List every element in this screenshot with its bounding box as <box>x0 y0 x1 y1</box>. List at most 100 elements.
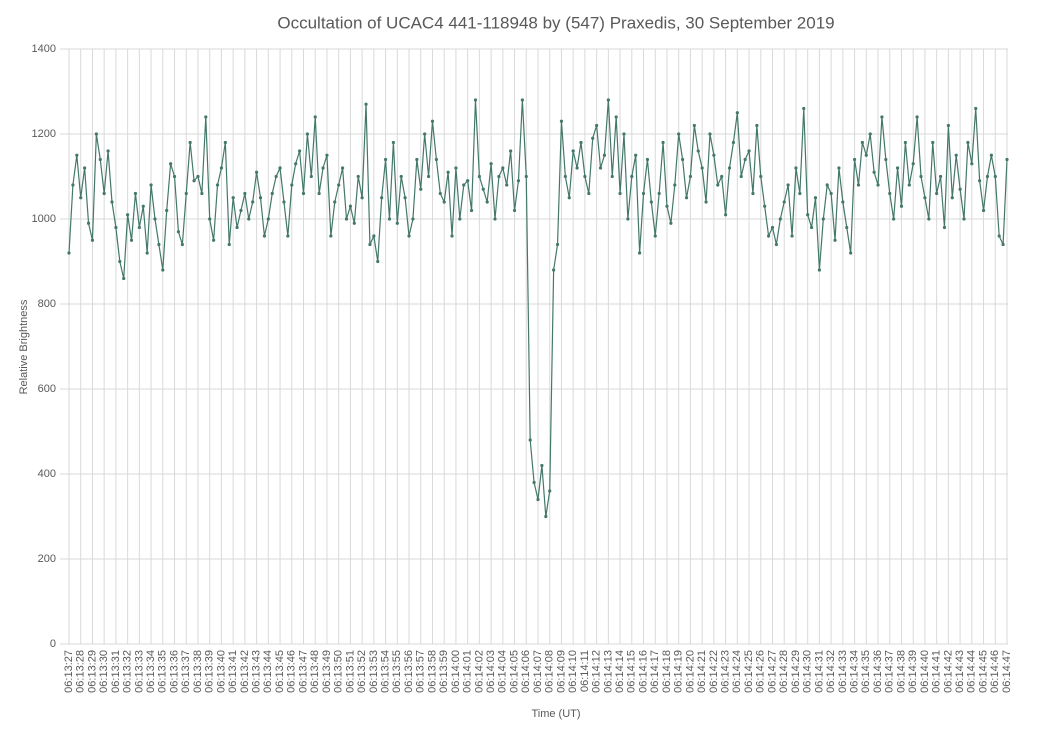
data-point <box>739 174 743 179</box>
x-tick-label: 06:13:42 <box>239 650 251 693</box>
data-point <box>653 234 657 238</box>
data-point <box>262 234 267 238</box>
data-point <box>821 217 825 221</box>
data-point <box>622 132 626 136</box>
data-point <box>731 140 736 145</box>
x-tick-label: 06:13:51 <box>344 650 356 693</box>
data-point <box>571 149 575 153</box>
data-point <box>325 153 329 157</box>
x-tick-label: 06:13:34 <box>145 650 157 693</box>
data-point <box>829 191 833 196</box>
data-point <box>602 153 607 157</box>
x-tick-label: 06:13:37 <box>180 650 192 693</box>
data-point <box>544 514 548 519</box>
data-point <box>681 157 685 162</box>
data-point <box>153 217 157 221</box>
data-point <box>122 276 126 281</box>
x-tick-label: 06:14:39 <box>907 650 919 693</box>
x-tick-label: 06:13:59 <box>438 650 450 693</box>
y-tick-label: 200 <box>38 553 56 565</box>
data-point <box>669 221 673 225</box>
data-point <box>970 162 974 166</box>
x-tick-label: 06:14:12 <box>591 650 603 693</box>
data-point <box>290 183 294 187</box>
data-point <box>305 132 310 136</box>
data-point <box>919 174 923 179</box>
data-point <box>485 200 489 204</box>
data-point <box>458 217 462 221</box>
data-point <box>466 179 470 183</box>
data-point <box>473 98 478 102</box>
x-tick-label: 06:14:37 <box>884 650 896 693</box>
data-point <box>935 191 939 196</box>
data-point <box>962 217 966 221</box>
data-point <box>763 204 767 208</box>
data-point <box>743 157 747 162</box>
data-point <box>833 238 837 242</box>
x-tick-label: 06:14:20 <box>684 650 696 693</box>
data-point <box>524 174 528 179</box>
data-point <box>477 174 481 179</box>
data-point <box>215 183 220 187</box>
data-point <box>411 217 415 221</box>
x-tick-label: 06:14:42 <box>942 650 954 693</box>
data-point <box>462 183 466 187</box>
data-point <box>243 191 247 196</box>
data-point <box>383 157 388 162</box>
y-tick-label: 800 <box>38 298 56 310</box>
data-point <box>837 166 841 170</box>
data-point <box>356 174 360 179</box>
data-point <box>735 111 739 115</box>
data-point <box>696 149 700 153</box>
data-point <box>102 191 106 196</box>
x-tick-label: 06:13:49 <box>321 650 333 693</box>
data-point <box>176 230 181 234</box>
data-point <box>931 140 935 145</box>
data-point <box>364 102 368 106</box>
data-point <box>626 217 630 221</box>
data-point <box>282 200 286 204</box>
data-point <box>505 183 509 187</box>
data-point <box>899 204 904 208</box>
data-point <box>399 174 403 179</box>
data-point <box>94 132 98 136</box>
data-point <box>520 98 524 102</box>
data-point <box>595 123 599 128</box>
data-point <box>329 234 333 238</box>
x-tick-label: 06:14:26 <box>755 650 767 693</box>
data-point <box>645 157 650 162</box>
data-point <box>704 200 708 204</box>
x-tick-label: 06:13:43 <box>251 650 263 693</box>
data-point <box>258 196 263 200</box>
data-point <box>344 217 349 221</box>
data-point <box>872 170 876 174</box>
data-point <box>790 234 794 238</box>
data-point <box>419 187 423 191</box>
x-tick-label: 06:14:15 <box>626 650 638 693</box>
data-point <box>638 251 642 255</box>
data-point <box>860 140 864 145</box>
data-point <box>540 463 544 468</box>
data-point <box>161 268 165 272</box>
data-point <box>415 157 419 162</box>
data-point <box>532 480 536 485</box>
data-point <box>579 140 583 145</box>
data-point <box>309 174 313 179</box>
data-point <box>618 191 622 196</box>
x-tick-label: 06:13:39 <box>204 650 216 693</box>
x-tick-label: 06:14:01 <box>462 650 474 693</box>
data-point <box>395 221 399 225</box>
data-point <box>501 166 505 170</box>
data-point <box>454 166 458 170</box>
x-axis-title: Time (UT) <box>531 708 580 720</box>
data-point <box>809 225 814 230</box>
data-point <box>270 191 274 196</box>
data-point <box>688 174 693 179</box>
x-tick-label: 06:13:53 <box>368 650 380 693</box>
x-tick-label: 06:13:46 <box>286 650 298 693</box>
x-tick-label: 06:14:45 <box>977 650 989 693</box>
x-tick-label: 06:14:09 <box>555 650 567 693</box>
data-point <box>727 166 732 170</box>
x-tick-label: 06:13:28 <box>75 650 87 693</box>
data-point <box>489 162 493 166</box>
